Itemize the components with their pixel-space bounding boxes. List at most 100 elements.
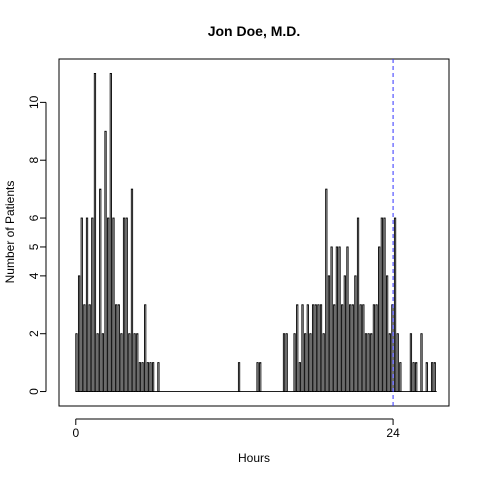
bar-series	[75, 73, 437, 392]
histogram-bar	[375, 304, 378, 392]
histogram-bar	[125, 217, 128, 392]
y-tick-label: 2	[27, 330, 41, 337]
histogram-bar	[351, 304, 354, 392]
histogram-bar	[141, 362, 144, 392]
histogram-bar	[372, 304, 376, 392]
histogram-bar	[285, 333, 288, 392]
histogram-bar	[346, 246, 349, 392]
histogram-bar	[322, 333, 325, 392]
histogram-bar	[396, 333, 399, 392]
y-tick-label: 0	[27, 388, 41, 395]
histogram-bar	[91, 217, 94, 392]
histogram-bar	[282, 333, 286, 392]
histogram-bar	[317, 304, 320, 392]
histogram-bar	[335, 246, 339, 392]
histogram-bar	[80, 217, 83, 392]
histogram-bar	[341, 304, 344, 392]
histogram-bar	[130, 188, 134, 392]
histogram-bar	[133, 333, 136, 392]
histogram-bar	[306, 304, 309, 392]
histogram-bar	[359, 304, 362, 392]
histogram-bar	[138, 362, 142, 392]
histogram-bar	[120, 333, 123, 392]
histogram-bar	[293, 333, 296, 392]
histogram-bar	[88, 304, 91, 392]
x-axis-label: Hours	[238, 451, 270, 465]
histogram-bar	[430, 362, 434, 392]
histogram-bar	[157, 362, 160, 392]
histogram-bar	[301, 304, 304, 392]
histogram-bar	[144, 304, 147, 392]
histogram-bar	[333, 304, 336, 392]
histogram-bar	[378, 246, 381, 392]
histogram-bar	[330, 246, 333, 392]
histogram-bar	[362, 304, 365, 392]
histogram-bar	[311, 304, 315, 392]
x-axis: 0 24	[72, 418, 400, 440]
histogram-bar	[433, 362, 436, 392]
histogram-bar	[83, 304, 86, 392]
histogram-bar	[356, 217, 360, 392]
histogram-bar	[117, 304, 120, 392]
chart-title: Jon Doe, M.D.	[208, 23, 301, 39]
histogram-bar	[101, 333, 105, 392]
histogram-bar	[338, 246, 341, 392]
histogram-bar	[296, 304, 299, 392]
histogram-bar	[237, 362, 241, 392]
histogram-bar	[415, 362, 418, 392]
histogram-bar	[99, 188, 102, 392]
histogram-bar	[115, 304, 118, 392]
histogram-bar	[109, 73, 112, 392]
x-tick-label: 24	[386, 426, 400, 440]
histogram-bar	[107, 217, 110, 392]
histogram-bar	[380, 217, 383, 392]
histogram-bar	[298, 362, 301, 392]
histogram-bar	[104, 130, 107, 392]
histogram-bar	[304, 333, 307, 392]
histogram-bar	[364, 333, 368, 392]
histogram-bar	[309, 333, 312, 392]
histogram-bar	[386, 275, 389, 392]
y-tick-label: 6	[27, 214, 41, 221]
histogram-bar	[349, 304, 352, 392]
histogram-bar	[343, 275, 346, 392]
histogram-bar	[327, 275, 331, 392]
histogram-bar	[383, 217, 386, 392]
histogram-bar	[136, 333, 139, 392]
histogram-bar	[96, 333, 99, 392]
x-tick-label: 0	[72, 426, 79, 440]
histogram-bar	[393, 217, 397, 392]
histogram-bar	[75, 333, 78, 392]
histogram-bar	[77, 275, 81, 392]
histogram-bar	[367, 333, 370, 392]
y-tick-label: 10	[27, 95, 41, 109]
histogram-bar	[112, 217, 115, 392]
histogram-bar	[149, 362, 152, 392]
y-tick-label: 8	[27, 157, 41, 164]
histogram-bar	[122, 217, 126, 392]
y-axis: 0 2 4 5 6 8 10	[27, 95, 47, 395]
histogram-bar	[425, 362, 428, 392]
histogram-bar	[85, 217, 89, 392]
histogram-bar	[93, 73, 97, 392]
histogram-bar	[412, 362, 415, 392]
histogram-bar	[256, 362, 259, 392]
histogram-bar	[325, 188, 328, 392]
histogram-bar	[128, 333, 131, 392]
histogram-bar	[399, 362, 402, 392]
histogram-bar	[146, 362, 149, 392]
histogram-bar	[319, 304, 323, 392]
y-axis-label: Number of Patients	[3, 181, 17, 284]
histogram-bar	[409, 333, 413, 392]
histogram-bar	[420, 333, 423, 392]
y-tick-label: 5	[27, 243, 41, 250]
histogram-bar	[354, 275, 357, 392]
histogram-bar	[314, 304, 317, 392]
histogram-bar	[370, 333, 373, 392]
plot-frame	[58, 58, 450, 407]
histogram-bar	[152, 362, 155, 392]
histogram-bar	[388, 333, 391, 392]
histogram-bar	[259, 362, 262, 392]
